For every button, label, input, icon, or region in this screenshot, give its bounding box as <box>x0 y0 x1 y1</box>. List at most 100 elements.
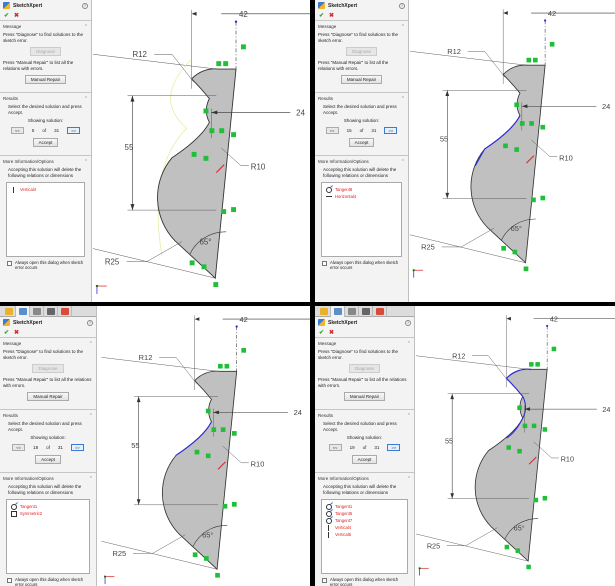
more-info-group-header[interactable]: More Information/Options ⌃ <box>318 159 405 165</box>
relation-badge[interactable] <box>517 405 522 411</box>
checkbox[interactable] <box>7 261 12 266</box>
sketch-profile[interactable] <box>161 370 238 571</box>
relation-badge[interactable] <box>517 448 522 454</box>
message-group-header[interactable]: Message ⌃ <box>318 24 405 30</box>
relation-badge[interactable] <box>526 564 531 570</box>
results-group-header[interactable]: Results ⌃ <box>318 96 405 102</box>
dimension-r25[interactable]: R25 <box>113 549 127 558</box>
close-icon[interactable]: ✖ <box>329 13 335 19</box>
previous-solution-button[interactable]: << <box>328 444 342 451</box>
relation-item[interactable]: Tangent5 <box>326 510 403 517</box>
next-solution-button[interactable]: >> <box>387 444 401 451</box>
dimension-r25[interactable]: R25 <box>105 257 120 266</box>
dimension-width[interactable]: 42 <box>239 315 247 324</box>
dimension-r12[interactable]: R12 <box>132 50 146 59</box>
manual-repair-button[interactable]: Manual Repair <box>27 392 69 401</box>
more-info-group-header[interactable]: More Information/Options ⌃ <box>3 159 88 165</box>
sketch-graphics-area[interactable]: 42 55 24 R12 <box>98 306 310 586</box>
sketch-drawing[interactable]: 42 55 24 R12 <box>416 306 615 586</box>
accept-button[interactable]: Accept <box>32 138 59 147</box>
relation-badge[interactable] <box>533 57 538 63</box>
configuration-manager-tab[interactable] <box>30 306 44 317</box>
relation-badge[interactable] <box>209 128 215 134</box>
relation-badge[interactable] <box>192 552 198 558</box>
relation-badge[interactable] <box>203 108 209 114</box>
sketch-graphics-area[interactable]: 42 55 24 R12 <box>416 306 615 586</box>
relations-list[interactable]: Tangent1 Tangent5 Tangent7 Vertical4 Vertica… <box>321 499 408 574</box>
relation-badge[interactable] <box>215 572 220 578</box>
diagnose-button[interactable]: Diagnose <box>32 364 64 373</box>
dimension-r10[interactable]: R10 <box>251 460 265 469</box>
dimension-r12[interactable]: R12 <box>447 47 461 56</box>
display-manager-tab[interactable] <box>373 306 387 317</box>
next-solution-button[interactable]: >> <box>67 127 81 134</box>
sketch-profile[interactable] <box>474 368 548 562</box>
help-icon[interactable]: ? <box>87 319 93 326</box>
dimension-offset[interactable]: 24 <box>602 405 610 414</box>
relation-badge[interactable] <box>535 362 540 367</box>
configuration-manager-tab[interactable] <box>345 306 359 317</box>
check-icon[interactable]: ✔ <box>319 330 325 336</box>
relation-badge[interactable] <box>519 121 525 126</box>
close-icon[interactable]: ✖ <box>329 330 335 336</box>
dimension-offset[interactable]: 24 <box>602 102 610 111</box>
relation-badge[interactable] <box>213 282 219 288</box>
relation-badge[interactable] <box>515 548 521 553</box>
relation-item[interactable]: Tangent7 <box>326 517 403 524</box>
sketch-drawing[interactable]: 42 55 24 R12 <box>93 0 310 302</box>
error-relation-marker[interactable] <box>217 461 226 470</box>
feature-manager-tab[interactable] <box>317 306 331 317</box>
highlighted-entity[interactable] <box>175 421 212 456</box>
relation-badge[interactable] <box>529 121 534 126</box>
relations-list[interactable]: Tangent8 Horizontal4 <box>321 182 402 257</box>
message-group-header[interactable]: Message ⌃ <box>3 341 93 347</box>
relation-badge[interactable] <box>514 147 520 152</box>
relation-badge[interactable] <box>504 544 510 550</box>
dimxpert-manager-tab[interactable] <box>44 306 58 317</box>
dimension-height[interactable]: 55 <box>445 436 453 445</box>
close-icon[interactable]: ✖ <box>14 330 20 336</box>
collapse-icon[interactable]: ⌃ <box>406 413 411 419</box>
always-open-checkbox[interactable]: Always open this dialog when sketch erro… <box>3 257 88 273</box>
relation-badge[interactable] <box>231 207 237 213</box>
manual-repair-button[interactable]: Manual Repair <box>340 75 383 84</box>
relation-badge[interactable] <box>224 363 230 369</box>
collapse-icon[interactable]: ⌃ <box>88 476 93 482</box>
dimension-offset[interactable]: 24 <box>294 408 302 417</box>
collapse-icon[interactable]: ⌃ <box>406 476 411 482</box>
previous-solution-button[interactable]: << <box>10 127 24 134</box>
relation-badge[interactable] <box>549 41 555 47</box>
relation-badge[interactable] <box>216 61 222 67</box>
relations-list[interactable]: Tangent1 Symmetric2 <box>6 499 90 574</box>
sketch-drawing[interactable]: 42 55 24 R12 <box>410 0 615 302</box>
checkbox[interactable] <box>322 261 327 266</box>
centerline-endpoint[interactable] <box>546 324 549 327</box>
relation-badge[interactable] <box>522 423 528 429</box>
manual-repair-button[interactable]: Manual Repair <box>343 392 386 401</box>
dimension-angle[interactable]: 65° <box>202 530 213 539</box>
relation-badge[interactable] <box>204 556 209 561</box>
accept-button[interactable]: Accept <box>348 138 375 147</box>
relation-badge[interactable] <box>540 124 546 130</box>
dimension-r10[interactable]: R10 <box>559 153 573 162</box>
collapse-icon[interactable]: ⌃ <box>400 96 405 102</box>
dimension-r25[interactable]: R25 <box>427 541 440 550</box>
relation-badge[interactable] <box>540 195 546 201</box>
manual-repair-button[interactable]: Manual Repair <box>24 75 67 84</box>
sketch-drawing[interactable]: 42 55 24 R12 <box>98 306 310 586</box>
message-group-header[interactable]: Message ⌃ <box>3 24 88 30</box>
relation-badge[interactable] <box>231 132 237 138</box>
property-manager-tab[interactable] <box>331 306 345 317</box>
check-icon[interactable]: ✔ <box>4 330 10 336</box>
always-open-checkbox[interactable]: Always open this dialog when sketch erro… <box>3 574 93 586</box>
relation-badge[interactable] <box>526 57 532 63</box>
relation-badge[interactable] <box>533 497 539 503</box>
relation-item[interactable]: Tangent1 <box>11 503 85 510</box>
relation-badge[interactable] <box>205 453 211 459</box>
message-group-header[interactable]: Message ⌃ <box>318 341 411 347</box>
highlighted-entity[interactable] <box>505 368 531 439</box>
diagnose-button[interactable]: Diagnose <box>345 47 377 56</box>
relation-badge[interactable] <box>222 503 228 509</box>
more-info-group-header[interactable]: More Information/Options ⌃ <box>318 476 411 482</box>
relation-item[interactable]: Symmetric2 <box>11 510 85 517</box>
